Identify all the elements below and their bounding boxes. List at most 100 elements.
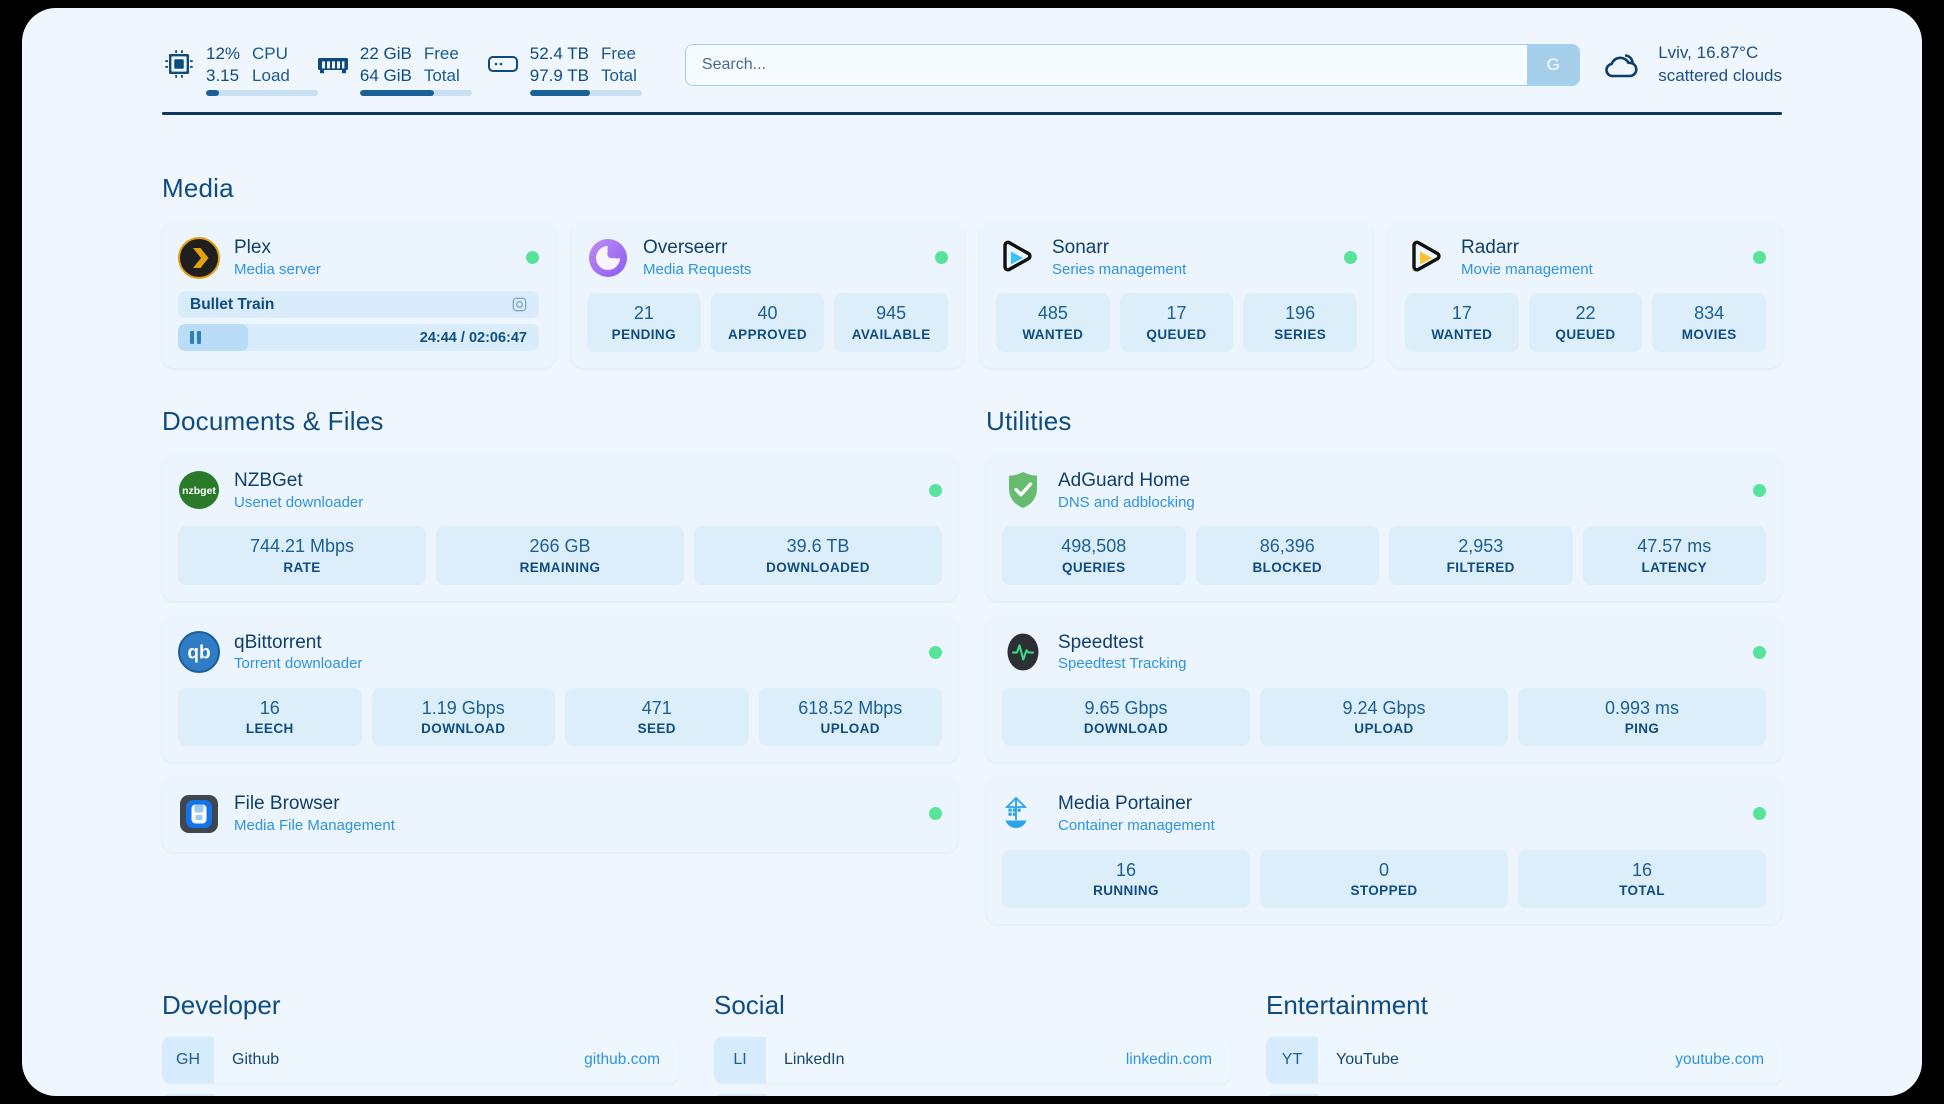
search-submit-button[interactable]: G [1527, 45, 1580, 85]
utility-card-speedtest[interactable]: Speedtest Speedtest Tracking 9.65 Gbps DOWN… [986, 616, 1782, 763]
stat-tile-label: SERIES [1274, 326, 1327, 342]
app-card-header: Sonarr Series management [996, 236, 1357, 279]
radarr-icon [1405, 237, 1447, 279]
stat-tile[interactable]: 485 WANTED [996, 293, 1110, 352]
bookmark-group-social: Social LI LinkedIn linkedin.com TWTwittertwi… [714, 990, 1230, 1096]
stat-tile-value: 0.993 ms [1604, 697, 1680, 718]
now-playing-progress-bar[interactable]: 24:44 / 02:06:47 [178, 324, 539, 352]
app-card-header: Radarr Movie management [1405, 236, 1766, 279]
bookmark-item[interactable]: LI LinkedIn linkedin.com [714, 1037, 1230, 1083]
stat-labels: Free Total [601, 43, 637, 88]
stat-tile[interactable]: 21 PENDING [587, 293, 701, 352]
utilities-cards: AdGuard Home DNS and adblocking 498,508 QUE… [986, 454, 1782, 924]
stat-value-primary: 22 GiB [359, 43, 412, 63]
stat-tile[interactable]: 17 QUEUED [1119, 293, 1234, 352]
status-indicator-online [1753, 251, 1766, 265]
stat-value-primary: 12% [206, 43, 241, 63]
status-indicator-online [1344, 251, 1357, 265]
stat-tile[interactable]: 86,396 BLOCKED [1195, 526, 1379, 585]
stat-tile[interactable]: 471 SEED [565, 687, 749, 747]
app-card-meta: AdGuard Home DNS and adblocking [1058, 469, 1739, 512]
weather-location: Lviv, 16.87°C [1658, 43, 1759, 63]
stat-tile-label: MOVIES [1681, 326, 1737, 342]
stat-tile[interactable]: 196 SERIES [1243, 293, 1358, 352]
speedtest-icon [1002, 631, 1044, 673]
stat-value-primary: 52.4 TB [529, 43, 589, 63]
svg-text:nzbget: nzbget [182, 485, 216, 497]
app-card-meta: File Browser Media File Management [234, 792, 915, 835]
bookmark-badge: LI [714, 1037, 766, 1083]
stat-tile[interactable]: 0.993 ms PING [1518, 687, 1766, 747]
stat-label-primary: Free [601, 43, 636, 63]
stat-progress-fill [529, 90, 591, 97]
bookmark-item[interactable]: GH Github github.com [162, 1037, 678, 1083]
bookmark-item[interactable]: NFNetflixnetflix.com [1266, 1094, 1782, 1096]
stat-tile[interactable]: 39.6 TB DOWNLOADED [694, 526, 942, 585]
cast-icon[interactable] [512, 297, 527, 312]
stat-tile[interactable]: 945 AVAILABLE [834, 293, 949, 352]
bookmark-item[interactable]: TWTwittertwitter.com [714, 1094, 1230, 1096]
stat-tile-value: 2,953 [1458, 536, 1504, 556]
stat-tile[interactable]: 9.65 Gbps DOWNLOAD [1002, 687, 1250, 747]
media-card-sonarr[interactable]: Sonarr Series management 485 WANTED 17 QUEUED… [980, 222, 1373, 368]
stat-tile[interactable]: 17 WANTED [1405, 293, 1519, 352]
stat-tile[interactable]: 22 QUEUED [1528, 293, 1643, 352]
system-stat: 52.4 TB 97.9 TB Free Total [486, 43, 642, 97]
bookmark-url: youtube.com [1675, 1051, 1764, 1068]
media-cards-row: Plex Media server Bullet Train 24:44 / 02:0… [162, 222, 1782, 368]
app-description: Movie management [1461, 260, 1593, 278]
stat-tile[interactable]: 834 MOVIES [1652, 293, 1767, 352]
stat-progress-bar [206, 90, 318, 97]
stat-tile[interactable]: 16 LEECH [178, 687, 362, 747]
stat-tile[interactable]: 618.52 Mbps UPLOAD [758, 687, 942, 747]
bookmark-item[interactable]: SOStackOverflowstackoverflow.com [162, 1094, 678, 1096]
stat-tile-label: STOPPED [1350, 883, 1418, 898]
stat-tile-label: DOWNLOADED [766, 559, 870, 575]
stat-tile[interactable]: 0 STOPPED [1260, 849, 1508, 908]
stat-value-secondary: 64 GiB [359, 66, 412, 85]
stat-labels: CPU Load [252, 43, 290, 88]
weather-widget[interactable]: Lviv, 16.87°C scattered clouds [1602, 42, 1782, 88]
stat-progress-fill [359, 90, 434, 97]
document-card-nzbget[interactable]: nzbget NZBGet Usenet downloader 744.21 Mbps… [162, 454, 958, 601]
status-indicator-online [929, 483, 942, 497]
pause-icon[interactable] [190, 331, 201, 345]
app-card-header: File Browser Media File Management [178, 792, 942, 835]
stat-tile[interactable]: 47.57 ms LATENCY [1582, 526, 1766, 585]
stat-tile-label: QUEUED [1555, 326, 1616, 342]
document-card-file-browser[interactable]: File Browser Media File Management [162, 778, 958, 852]
utility-card-adguard-home[interactable]: AdGuard Home DNS and adblocking 498,508 QUE… [986, 454, 1782, 601]
stat-tile[interactable]: 1.19 Gbps DOWNLOAD [371, 687, 555, 747]
stat-tile-label: AVAILABLE [851, 326, 931, 342]
app-name: NZBGet [234, 469, 303, 491]
bookmark-item[interactable]: YT YouTube youtube.com [1266, 1037, 1782, 1083]
app-name: Overseerr [643, 237, 728, 258]
stat-tile[interactable]: 40 APPROVED [710, 293, 825, 352]
stat-tile[interactable]: 2,953 FILTERED [1389, 526, 1573, 585]
media-card-overseerr[interactable]: Overseerr Media Requests 21 PENDING 40 APPROV… [571, 222, 964, 368]
stat-tile[interactable]: 744.21 Mbps RATE [178, 526, 426, 585]
media-card-plex[interactable]: Plex Media server Bullet Train 24:44 / 02:0… [162, 222, 555, 368]
stat-tile[interactable]: 498,508 QUERIES [1002, 526, 1186, 585]
svg-text:qb: qb [187, 643, 210, 664]
stat-tile[interactable]: 16 TOTAL [1518, 849, 1766, 908]
section-title-media: Media [162, 173, 234, 203]
stat-tile[interactable]: 9.24 Gbps UPLOAD [1260, 687, 1508, 747]
app-card-header: qb qBittorrent Torrent downloader [178, 631, 942, 674]
utility-card-media-portainer[interactable]: Media Portainer Container management 16 RUN… [986, 778, 1782, 924]
bookmark-badge: YT [1266, 1037, 1318, 1083]
search-input[interactable] [685, 45, 1528, 85]
now-playing-title-bar[interactable]: Bullet Train [178, 291, 539, 319]
media-card-radarr[interactable]: Radarr Movie management 17 WANTED 22 QUEUED 83… [1389, 222, 1782, 368]
stat-values: 12% 3.15 CPU Load [206, 43, 290, 88]
bookmark-group-developer: Developer GH Github github.com SOStackOverfl… [162, 990, 678, 1096]
app-description: Container management [1058, 817, 1215, 834]
stat-tile[interactable]: 266 GB REMAINING [436, 526, 684, 585]
app-card-header: nzbget NZBGet Usenet downloader [178, 469, 942, 512]
stat-values: 22 GiB 64 GiB Free Total [360, 43, 460, 88]
document-card-qbittorrent[interactable]: qb qBittorrent Torrent downloader 16 LEECH 1.… [162, 616, 958, 763]
search-box[interactable]: G [684, 44, 1581, 86]
bookmark-name: LinkedIn [784, 1051, 845, 1068]
stat-numbers: 12% 3.15 [206, 43, 240, 88]
stat-tile[interactable]: 16 RUNNING [1002, 849, 1250, 908]
